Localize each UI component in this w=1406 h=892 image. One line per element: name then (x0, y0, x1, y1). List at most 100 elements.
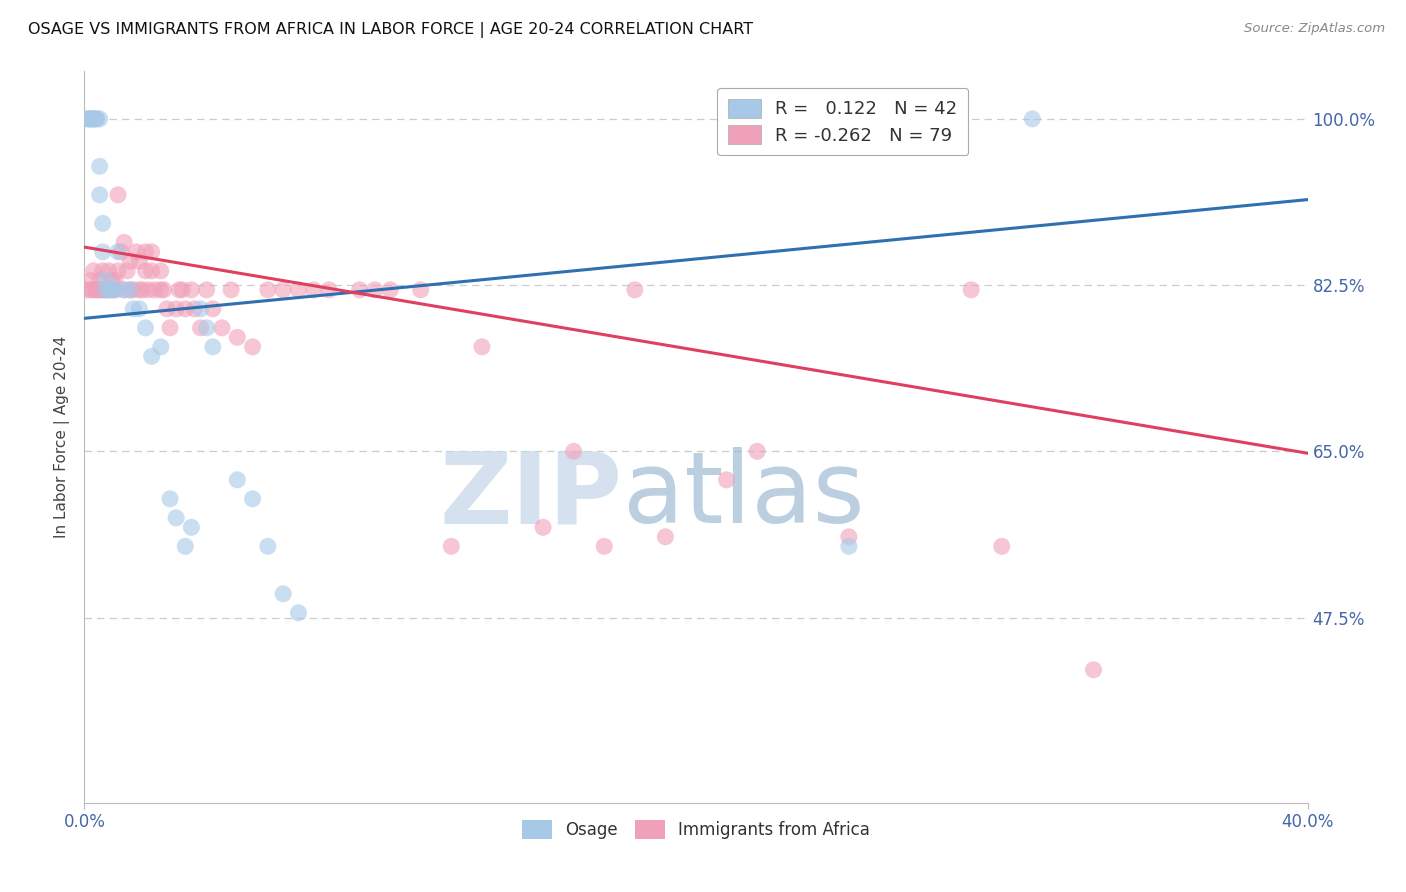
Point (91, 216, 114, 230)
Point (91, 244, 114, 259)
Point (104, 273, 127, 287)
Point (471, 340, 494, 354)
Text: atlas: atlas (623, 447, 865, 544)
Point (76, 112, 98, 126)
Point (174, 301, 197, 316)
Point (747, 444, 769, 458)
Point (531, 520, 554, 534)
Point (79, 112, 101, 126)
Point (1083, 663, 1105, 677)
Point (271, 283, 294, 297)
Point (89, 112, 111, 126)
Point (83, 112, 105, 126)
Point (190, 301, 212, 316)
Point (110, 244, 132, 259)
Point (991, 539, 1014, 553)
Point (79, 112, 101, 126)
Point (107, 187, 129, 202)
Point (838, 530, 860, 544)
Point (380, 283, 402, 297)
Point (122, 283, 145, 297)
Point (211, 321, 233, 335)
Point (271, 587, 294, 601)
Point (83, 112, 105, 126)
Point (302, 283, 325, 297)
Point (838, 539, 860, 553)
Point (97, 283, 120, 297)
Text: OSAGE VS IMMIGRANTS FROM AFRICA IN LABOR FORCE | AGE 20-24 CORRELATION CHART: OSAGE VS IMMIGRANTS FROM AFRICA IN LABOR… (28, 22, 754, 38)
Point (138, 283, 160, 297)
Point (91, 283, 114, 297)
Point (153, 283, 176, 297)
Point (226, 473, 249, 487)
Point (135, 244, 157, 259)
Point (226, 330, 249, 344)
Point (167, 283, 190, 297)
Point (242, 340, 264, 354)
Point (107, 244, 129, 259)
Point (101, 283, 124, 297)
Point (112, 283, 135, 297)
Point (101, 283, 124, 297)
Point (201, 340, 224, 354)
Point (83, 112, 105, 126)
Point (195, 321, 218, 335)
Point (141, 264, 163, 278)
Point (97, 283, 120, 297)
Y-axis label: In Labor Force | Age 20-24: In Labor Force | Age 20-24 (55, 336, 70, 538)
Point (79, 283, 101, 297)
Point (180, 520, 202, 534)
Point (115, 264, 138, 278)
Point (131, 283, 153, 297)
Text: ZIP: ZIP (440, 447, 623, 544)
Point (716, 473, 738, 487)
Point (79, 112, 101, 126)
Point (287, 606, 309, 620)
Point (94, 283, 117, 297)
Point (149, 283, 172, 297)
Point (101, 273, 124, 287)
Point (86, 283, 108, 297)
Point (86, 112, 108, 126)
Point (86, 112, 108, 126)
Point (1021, 112, 1043, 126)
Point (141, 349, 163, 363)
Point (112, 235, 135, 250)
Point (440, 539, 463, 553)
Point (104, 283, 127, 297)
Point (174, 539, 197, 553)
Point (125, 244, 148, 259)
Point (409, 283, 432, 297)
Point (624, 283, 647, 297)
Point (172, 283, 194, 297)
Point (165, 301, 187, 316)
Point (135, 321, 157, 335)
Point (219, 283, 242, 297)
Point (122, 301, 145, 316)
Point (76, 283, 98, 297)
Point (120, 254, 142, 268)
Point (349, 283, 371, 297)
Legend: Osage, Immigrants from Africa: Osage, Immigrants from Africa (516, 814, 876, 846)
Point (201, 301, 224, 316)
Point (364, 283, 387, 297)
Point (593, 539, 616, 553)
Point (149, 340, 172, 354)
Point (128, 283, 150, 297)
Point (86, 283, 108, 297)
Point (318, 283, 340, 297)
Point (190, 321, 212, 335)
Point (143, 283, 166, 297)
Point (83, 264, 105, 278)
Point (242, 491, 264, 506)
Point (94, 283, 117, 297)
Point (94, 273, 117, 287)
Point (83, 283, 105, 297)
Point (89, 273, 111, 287)
Point (107, 264, 129, 278)
Point (97, 264, 120, 278)
Point (159, 491, 181, 506)
Point (257, 539, 280, 553)
Point (89, 159, 111, 173)
Point (156, 301, 179, 316)
